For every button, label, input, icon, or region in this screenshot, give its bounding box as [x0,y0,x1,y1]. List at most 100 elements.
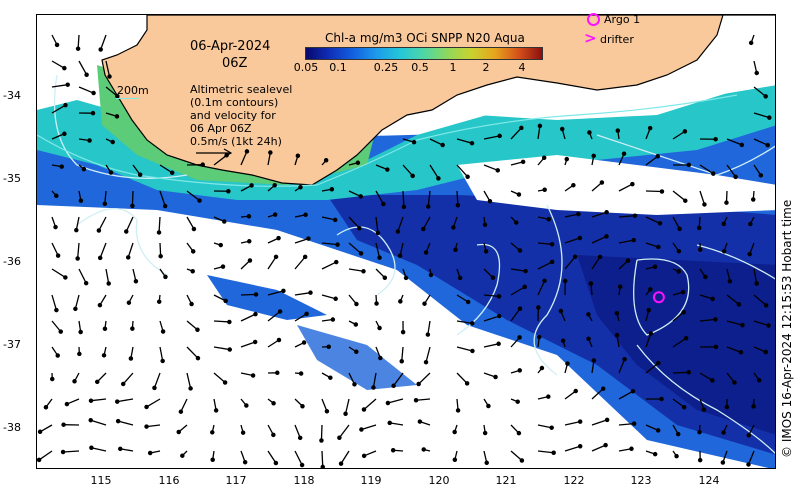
velocity-arrow [510,308,521,322]
velocity-arrow [99,242,107,259]
velocity-arrow-head [395,229,401,234]
velocity-arrow-head [756,378,762,383]
velocity-arrow [180,398,188,412]
lat-label: -34 [3,89,21,102]
velocity-arrow-head [306,236,311,241]
velocity-arrow-head [682,129,688,134]
velocity-arrow-head [493,374,498,380]
cloud-patch-coast [427,55,737,120]
velocity-arrow-head [88,417,93,423]
velocity-arrow-head [96,228,102,233]
velocity-arrow [456,138,473,144]
velocity-arrow-head [72,379,77,384]
velocity-arrow [387,398,404,404]
velocity-arrow-head [425,332,431,337]
velocity-arrow [213,320,230,323]
colorbar-tick: 0.5 [411,61,429,74]
velocity-arrow-head [302,254,308,260]
velocity-arrow-head [391,383,396,389]
velocity-arrow-head [352,382,357,387]
velocity-arrow-head [683,198,688,203]
velocity-arrow-head [272,212,278,217]
velocity-arrow-head [647,125,653,131]
velocity-arrow-head [747,251,752,257]
velocity-arrow-head [455,202,461,208]
velocity-arrow-head [551,450,556,455]
velocity-arrow [726,346,742,353]
velocity-arrow-head [74,227,79,233]
velocity-arrow-head [497,133,502,139]
velocity-arrow-head [765,142,771,148]
velocity-arrow-head [615,128,621,133]
velocity-arrow-head [160,329,166,334]
lon-label: 124 [698,474,720,487]
velocity-arrow-head [298,371,304,376]
velocity-arrow-head [410,173,415,179]
velocity-arrow-head [604,209,609,215]
lat-label: -37 [3,338,21,351]
velocity-arrow-head [65,82,70,87]
sealevel-contours [53,74,775,454]
velocity-arrow-head [328,375,333,380]
velocity-arrow-head [698,247,703,252]
velocity-arrow-head [272,182,277,188]
velocity-arrow [100,34,107,50]
velocity-arrow-head [686,370,692,375]
land-mass [101,15,775,186]
velocity-arrow [78,86,94,94]
velocity-arrow-head [577,443,583,449]
velocity-arrow-head [90,110,96,116]
velocity-arrow-head [361,269,366,274]
velocity-arrow-head [710,378,715,383]
velocity-arrow [753,138,769,146]
velocity-arrow-head [354,301,359,307]
velocity-arrow-head [54,307,59,313]
velocity-arrow [564,445,581,452]
velocity-arrow-head [746,462,751,467]
velocity-arrow [429,138,443,146]
velocity-arrow-head [739,142,745,148]
velocity-arrow-head [55,353,60,358]
velocity-arrow-head [126,300,132,305]
velocity-arrow [483,343,499,348]
velocity-arrow-head [451,225,456,230]
velocity-arrow [645,362,659,374]
velocity-arrow-head [614,332,620,338]
velocity-arrow-head [514,220,519,225]
velocity-arrow [122,372,134,385]
velocity-arrow [415,398,431,401]
velocity-arrow-head [359,427,364,432]
velocity-arrow [456,320,473,324]
velocity-arrow-head [156,299,162,304]
velocity-arrow-head [120,381,126,387]
velocity-arrow [393,372,404,387]
velocity-arrow-head [64,401,70,407]
velocity-arrow [186,190,200,202]
velocity-arrow-head [107,74,112,79]
velocity-arrow-head [319,438,324,443]
velocity-arrow-head [83,280,89,286]
velocity-arrow [456,372,468,384]
velocity-arrow [340,450,350,464]
velocity-arrow-head [268,150,273,155]
velocity-arrow-head [81,166,87,172]
velocity-arrow-head [213,408,219,413]
velocity-arrow [78,60,88,76]
velocity-arrow [537,424,552,429]
velocity-arrow [591,235,607,244]
velocity-arrow-head [686,162,692,168]
velocity-arrow [699,164,714,175]
velocity-arrow-head [276,337,282,343]
velocity-arrow [537,280,546,296]
velocity-arrow [726,294,740,305]
velocity-arrow-head [61,422,66,427]
velocity-arrow-head [50,376,55,382]
velocity-arrow [51,60,65,69]
velocity-arrow-head [740,322,745,328]
colorbar-tick: 0.1 [329,61,347,74]
velocity-arrow-head [78,198,84,203]
velocity-arrow-head [303,212,308,218]
shelf-contour-label: 200m [117,84,149,97]
velocity-arrow-head [108,170,114,175]
velocity-arrow-head [659,189,665,194]
